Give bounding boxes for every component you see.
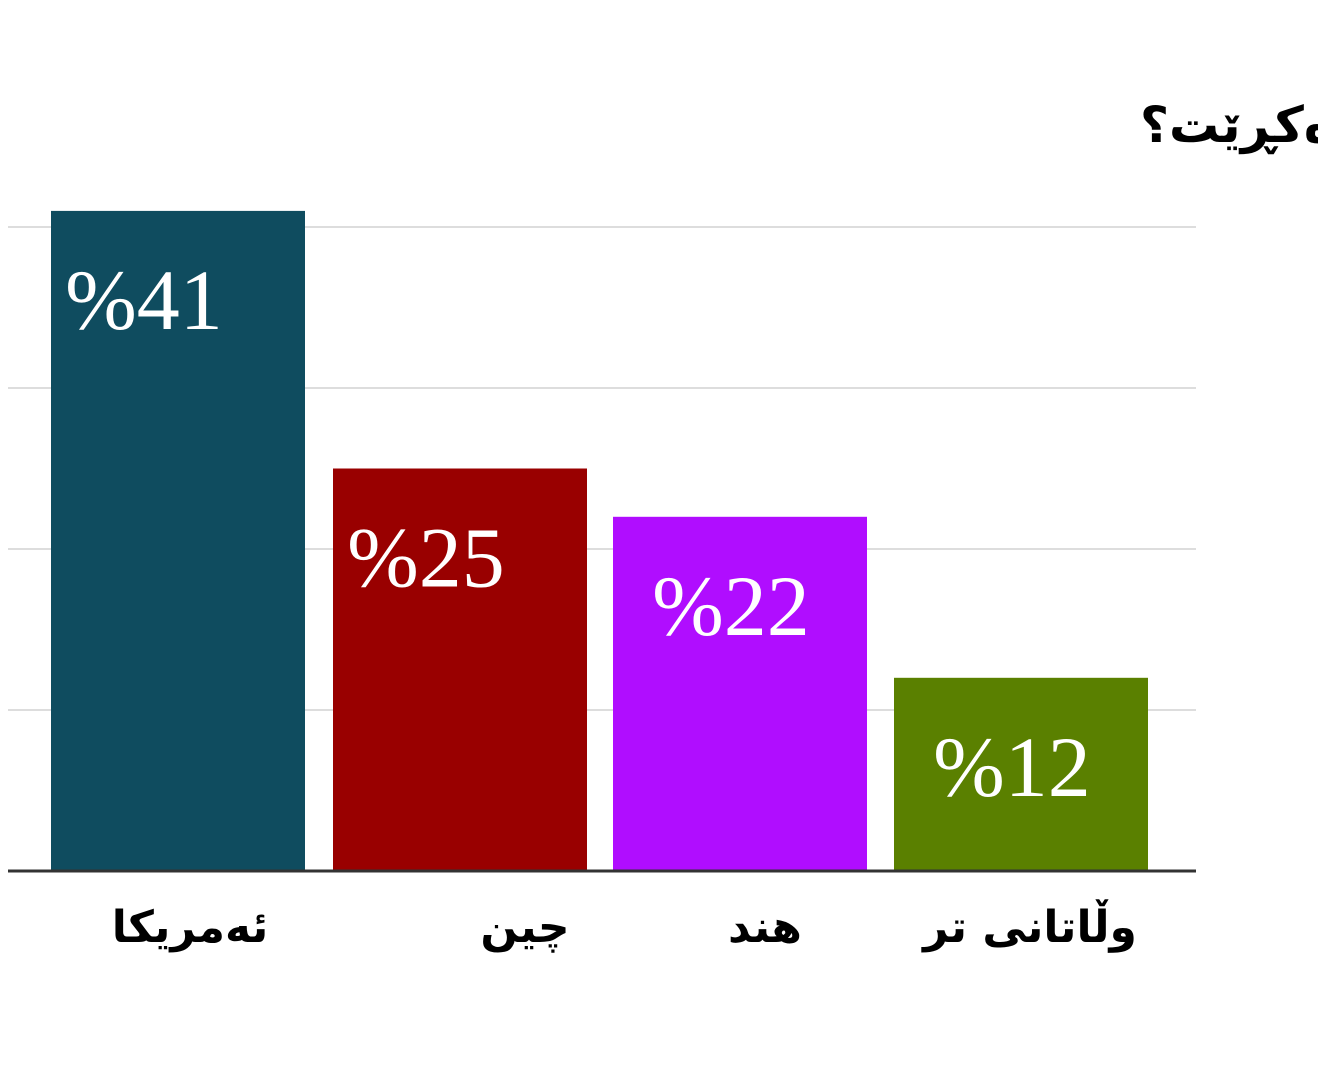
category-labels: ئەمریکا چین هند وڵاتانی تر	[112, 899, 1137, 953]
bar-value-label: %25	[347, 510, 505, 606]
bar	[894, 677, 1148, 871]
category-label: هند	[728, 902, 802, 953]
bars	[51, 210, 1148, 871]
bar	[51, 210, 305, 871]
bar	[333, 468, 587, 871]
bar-value-label: %41	[65, 252, 223, 348]
category-label: وڵاتانی تر	[921, 899, 1137, 953]
bar-value-label: %12	[933, 719, 1091, 815]
category-label: چین	[480, 902, 569, 953]
bar-value-label: %22	[652, 558, 810, 654]
bar	[613, 516, 867, 871]
value-labels: %41 %25 %22 %12	[65, 252, 1091, 815]
chart-title: کێ نەوتی ڤەنزوێلا دەکڕێت؟	[1140, 96, 1318, 155]
category-label: ئەمریکا	[112, 902, 268, 953]
